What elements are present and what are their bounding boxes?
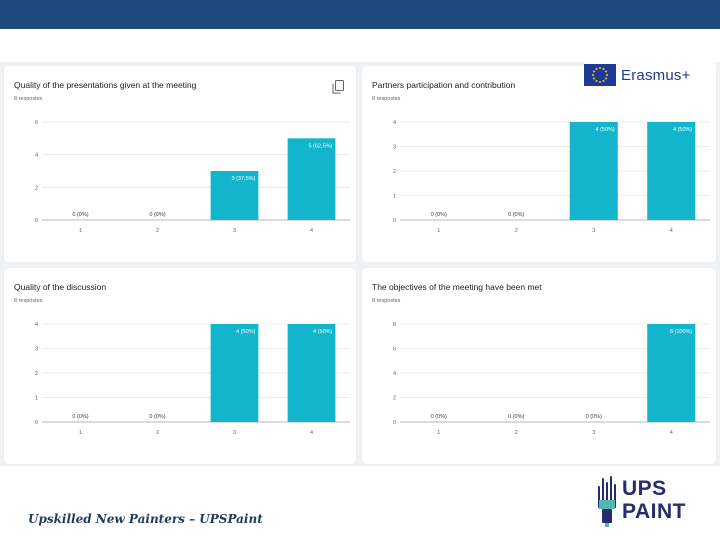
chart-plot: 0 2 4 6 0 (0%) 1 0 (0%) 2 3 (37,5%) 3 5 (62,5%) 4 bbox=[35, 120, 350, 234]
chart-title: Partners participation and contribution bbox=[372, 80, 516, 90]
bar bbox=[210, 171, 259, 220]
data-label: 4 (50%) bbox=[673, 127, 692, 133]
chart-plot: 0 1 2 3 4 0 (0%) 1 0 (0%) 2 4 (50%) 3 4 (50%) 4 bbox=[393, 120, 710, 234]
ups-paint-logo: UPS PAINT bbox=[596, 472, 700, 528]
chart-card-objectives: The objectives of the meeting have been … bbox=[362, 268, 716, 464]
chart-title: The objectives of the meeting have been … bbox=[372, 282, 542, 292]
data-label: 0 (0%) bbox=[72, 414, 88, 420]
chart-plot: 0 1 2 3 4 0 (0%) 1 0 (0%) 2 4 (50%) 3 4 (50%) 4 bbox=[35, 322, 350, 436]
y-tick-label: 2 bbox=[393, 396, 396, 402]
y-tick-label: 4 bbox=[393, 371, 396, 377]
chart-subtitle: 8 respostes bbox=[14, 96, 43, 102]
y-tick-label: 4 bbox=[393, 120, 396, 126]
x-tick-label: 3 bbox=[233, 430, 236, 436]
y-tick-label: 0 bbox=[35, 420, 38, 426]
x-tick-label: 3 bbox=[592, 430, 595, 436]
data-label: 0 (0%) bbox=[586, 414, 602, 420]
bar bbox=[647, 324, 696, 422]
x-tick-label: 2 bbox=[156, 430, 159, 436]
paint-logo-text: PAINT bbox=[622, 500, 686, 523]
data-label: 5 (62,5%) bbox=[309, 143, 333, 149]
data-label: 4 (50%) bbox=[313, 329, 332, 335]
y-tick-label: 3 bbox=[35, 347, 38, 353]
data-label: 3 (37,5%) bbox=[232, 176, 256, 182]
ups-paint-logo-icon bbox=[598, 476, 616, 527]
y-tick-label: 8 bbox=[393, 322, 396, 328]
x-tick-label: 3 bbox=[233, 228, 236, 234]
data-label: 0 (0%) bbox=[72, 212, 88, 218]
bar bbox=[647, 122, 696, 220]
y-tick-label: 6 bbox=[35, 120, 38, 126]
x-tick-label: 1 bbox=[437, 228, 440, 234]
footer-project-name: Upskilled New Painters – UPSPaint bbox=[28, 512, 263, 526]
header-band bbox=[0, 0, 720, 29]
data-label: 0 (0%) bbox=[508, 212, 524, 218]
y-tick-label: 4 bbox=[35, 153, 38, 159]
data-label: 0 (0%) bbox=[149, 414, 165, 420]
bar bbox=[287, 138, 336, 220]
data-label: 8 (100%) bbox=[670, 329, 692, 335]
data-label: 4 (50%) bbox=[596, 127, 615, 133]
chart-subtitle: 8 respostes bbox=[14, 298, 43, 304]
chart-plot: 0 2 4 6 8 0 (0%) 1 0 (0%) 2 0 (0%) 3 8 (100%) 4 bbox=[393, 322, 710, 436]
chart-card-presentations: Quality of the presentations given at th… bbox=[4, 66, 356, 262]
ups-logo-text: UPS bbox=[622, 477, 667, 500]
y-tick-label: 0 bbox=[393, 420, 396, 426]
y-tick-label: 3 bbox=[393, 145, 396, 151]
chart-title: Quality of the presentations given at th… bbox=[14, 80, 197, 90]
x-tick-label: 2 bbox=[515, 228, 518, 234]
bar bbox=[287, 324, 336, 422]
bar bbox=[569, 122, 618, 220]
chart-subtitle: 8 respostes bbox=[372, 96, 401, 102]
data-label: 0 (0%) bbox=[149, 212, 165, 218]
chart-subtitle: 8 respostes bbox=[372, 298, 401, 304]
bar bbox=[210, 324, 259, 422]
eu-flag-icon bbox=[584, 64, 616, 86]
y-tick-label: 0 bbox=[393, 218, 396, 224]
y-tick-label: 4 bbox=[35, 322, 38, 328]
chart-card-participation: Partners participation and contribution … bbox=[362, 66, 716, 262]
data-label: 0 (0%) bbox=[431, 212, 447, 218]
y-tick-label: 0 bbox=[35, 218, 38, 224]
y-tick-label: 2 bbox=[35, 371, 38, 377]
y-tick-label: 1 bbox=[35, 396, 38, 402]
copy-icon[interactable] bbox=[332, 80, 344, 94]
y-tick-label: 1 bbox=[393, 194, 396, 200]
data-label: 0 (0%) bbox=[508, 414, 524, 420]
x-tick-label: 4 bbox=[670, 430, 673, 436]
x-tick-label: 1 bbox=[79, 228, 82, 234]
data-label: 0 (0%) bbox=[431, 414, 447, 420]
x-tick-label: 1 bbox=[79, 430, 82, 436]
data-label: 4 (50%) bbox=[236, 329, 255, 335]
x-tick-label: 2 bbox=[515, 430, 518, 436]
x-tick-label: 4 bbox=[670, 228, 673, 234]
y-tick-label: 2 bbox=[393, 169, 396, 175]
y-tick-label: 2 bbox=[35, 185, 38, 191]
x-tick-label: 4 bbox=[310, 430, 313, 436]
x-tick-label: 3 bbox=[592, 228, 595, 234]
chart-title: Quality of the discussion bbox=[14, 282, 107, 292]
x-tick-label: 2 bbox=[156, 228, 159, 234]
erasmus-label: Erasmus+ bbox=[621, 66, 691, 84]
y-tick-label: 6 bbox=[393, 347, 396, 353]
chart-card-discussion: Quality of the discussion 8 respostes 0 1… bbox=[4, 268, 356, 464]
x-tick-label: 1 bbox=[437, 430, 440, 436]
erasmus-logo: Erasmus+ bbox=[584, 62, 716, 88]
x-tick-label: 4 bbox=[310, 228, 313, 234]
